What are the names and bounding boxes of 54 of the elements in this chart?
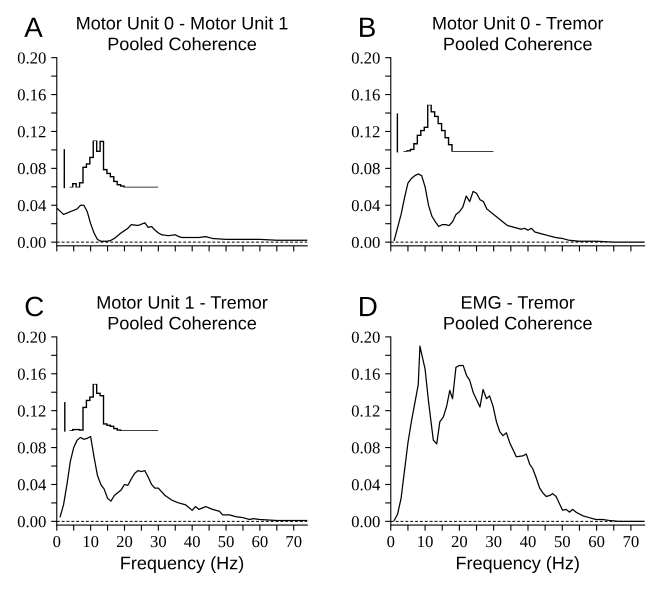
chart-subtitle: Pooled Coherence <box>444 316 592 330</box>
x-tick-label: 0 <box>53 536 60 548</box>
y-tick-label: 0.04 <box>352 479 380 490</box>
chart-subtitle: Pooled Coherence <box>444 37 592 50</box>
x-tick-label: 40 <box>184 536 200 548</box>
y-tick-label: 0.00 <box>18 236 46 248</box>
chart-title: Motor Unit 0 - Motor Unit 1 <box>77 16 288 30</box>
y-tick-label: 0.08 <box>18 442 46 454</box>
y-tick-label: 0.08 <box>18 163 46 174</box>
y-tick-label: 0.08 <box>352 442 380 454</box>
y-tick-label: 0.20 <box>18 332 46 343</box>
y-tick-label: 0.12 <box>18 405 46 417</box>
y-tick-label: 0.20 <box>352 332 380 343</box>
y-tick-label: 0.00 <box>352 236 380 248</box>
x-tick-label: 20 <box>452 536 468 548</box>
y-tick-label: 0.00 <box>18 516 46 528</box>
x-tick-label: 10 <box>84 536 98 548</box>
x-tick-label: 70 <box>624 536 639 548</box>
x-tick-label: 50 <box>218 536 234 548</box>
y-tick-label: 0.16 <box>352 89 380 101</box>
x-axis-title: Frequency (Hz) <box>456 556 579 573</box>
chart-subtitle: Pooled Coherence <box>108 316 256 330</box>
y-tick-label: 0.20 <box>352 52 380 64</box>
text: A <box>24 18 43 37</box>
x-axis-title: Frequency (Hz) <box>121 556 244 573</box>
x-tick-label: 10 <box>418 536 433 548</box>
y-tick-label: 0.12 <box>352 126 380 138</box>
x-tick-label: 30 <box>486 536 502 548</box>
x-tick-label: 20 <box>116 536 132 548</box>
chart-subtitle: Pooled Coherence <box>108 37 256 50</box>
y-tick-label: 0.04 <box>18 200 46 212</box>
x-tick-label: 40 <box>520 536 536 548</box>
text: C <box>26 296 44 316</box>
y-tick-label: 0.04 <box>18 479 46 490</box>
x-tick-label: 30 <box>150 536 166 548</box>
y-tick-label: 0.00 <box>352 516 380 528</box>
text: B <box>360 18 375 37</box>
y-tick-label: 0.16 <box>18 89 46 101</box>
x-tick-label: 60 <box>252 536 268 548</box>
x-tick-label: 0 <box>387 536 394 548</box>
y-tick-label: 0.20 <box>18 52 46 64</box>
y-tick-label: 0.12 <box>18 126 46 138</box>
y-tick-label: 0.16 <box>352 368 380 380</box>
y-tick-label: 0.08 <box>352 163 380 174</box>
chart-title: Motor Unit 1 - Tremor <box>98 296 268 309</box>
x-tick-label: 70 <box>286 536 302 548</box>
x-tick-label: 50 <box>554 536 570 548</box>
chart-title: Motor Unit 0 - Tremor <box>433 16 604 30</box>
y-tick-label: 0.16 <box>18 368 46 380</box>
y-tick-label: 0.12 <box>352 405 380 417</box>
chart-title: EMG - Tremor <box>462 296 575 309</box>
x-tick-label: 60 <box>588 536 604 548</box>
text: D <box>360 296 377 316</box>
y-tick-label: 0.04 <box>352 200 380 212</box>
